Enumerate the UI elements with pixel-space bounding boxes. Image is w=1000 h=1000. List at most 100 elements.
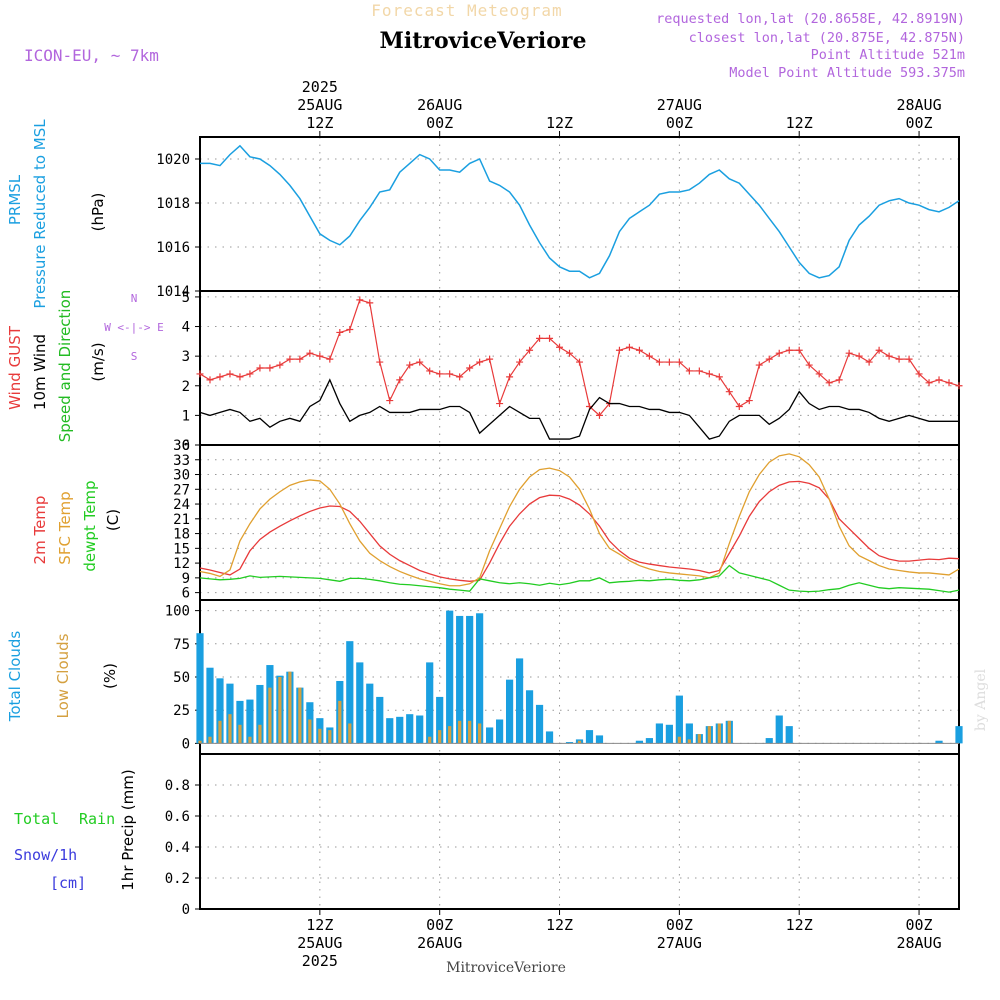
low-cloud-bar <box>727 720 731 744</box>
bottom-time-label: 28AUG <box>896 934 941 952</box>
bottom-time-label: 25AUG <box>297 934 342 952</box>
y-tick-label: 12 <box>173 556 190 572</box>
low-cloud-bar <box>428 736 432 744</box>
gust-marker <box>506 373 514 381</box>
top-time-label: 26AUG <box>417 96 462 114</box>
point-altitude: Point Altitude 521m <box>811 47 965 63</box>
gust-marker <box>466 364 474 372</box>
compass-north: N <box>131 292 138 305</box>
bottom-time-label: 00Z <box>666 916 693 934</box>
gust-marker <box>935 376 943 384</box>
total-cloud-bar <box>645 738 654 744</box>
total-cloud-bar <box>356 662 364 744</box>
y-tick-label: 4 <box>182 320 190 336</box>
y-tick-label: 18 <box>173 527 190 543</box>
gust-marker <box>745 397 753 405</box>
y-tick-label: 5 <box>182 290 190 306</box>
total-cloud-bar <box>765 738 773 744</box>
bottom-time-label: 26AUG <box>417 934 462 952</box>
gust-marker <box>316 352 324 360</box>
total-cloud-bar <box>376 696 384 744</box>
total-cloud-bar <box>246 699 254 744</box>
total-clouds-label: Total Clouds <box>6 631 24 723</box>
total-cloud-bar <box>446 610 454 744</box>
gust-marker <box>376 358 384 366</box>
gust-marker <box>925 379 933 387</box>
rain-label: Rain <box>79 810 115 828</box>
bottom-time-label: 00Z <box>906 916 933 934</box>
gust-marker <box>486 355 494 363</box>
gust-marker <box>755 361 763 369</box>
low-cloud-bar <box>238 724 242 744</box>
snow-label: Snow/1h <box>14 846 77 864</box>
compass-west-east: W <-|-> E <box>104 321 164 334</box>
pressure-unit-label: (hPa) <box>89 193 107 232</box>
gust-marker <box>855 352 863 360</box>
low-cloud-bar <box>677 736 681 744</box>
y-tick-label: 36 <box>173 438 190 454</box>
total-cloud-bar <box>496 719 504 744</box>
top-time-label: 00Z <box>426 114 453 132</box>
low-cloud-bar <box>448 726 452 744</box>
gust-marker <box>705 370 713 378</box>
y-tick-label: 75 <box>173 637 190 653</box>
gust-marker <box>306 349 314 357</box>
gust-marker <box>865 358 873 366</box>
dewpt-temp-line <box>199 564 960 593</box>
gust-marker <box>715 373 723 381</box>
total-cloud-bar <box>406 714 414 744</box>
y-tick-label: 1020 <box>156 152 190 168</box>
y-tick-label: 1 <box>182 408 190 424</box>
gust-marker <box>206 376 214 384</box>
wind-gust-label: Wind GUST <box>6 325 24 410</box>
low-cloud-bar <box>278 677 282 744</box>
y-tick-label: 0 <box>182 902 190 918</box>
watermark: by Angel <box>973 668 989 731</box>
y-tick-label: 33 <box>173 453 190 469</box>
y-tick-label: 24 <box>173 497 190 513</box>
top-time-label: 2025 <box>302 78 338 96</box>
y-tick-label: 0.8 <box>165 778 190 794</box>
total-cloud-bar <box>595 735 604 744</box>
footer-location: MitroviceVeriore <box>446 960 566 976</box>
gust-marker <box>336 328 344 336</box>
total-cloud-bar <box>505 679 514 744</box>
gust-marker <box>536 334 544 342</box>
gust-marker <box>266 364 274 372</box>
gust-marker <box>625 343 633 351</box>
gust-marker <box>905 355 913 363</box>
gust-line <box>199 299 960 417</box>
model-altitude: Model Point Altitude 593.375m <box>729 65 965 81</box>
gust-marker <box>516 358 524 366</box>
low-cloud-bar <box>298 687 302 744</box>
gust-marker <box>655 358 663 366</box>
top-time-label: 12Z <box>546 114 573 132</box>
gust-marker <box>875 346 883 354</box>
gust-marker <box>476 358 484 366</box>
gust-marker <box>196 370 204 378</box>
top-time-label: 12Z <box>306 114 333 132</box>
temp-2m-label: 2m Temp <box>31 496 49 565</box>
gust-marker <box>426 367 434 375</box>
dewpt-temp-label: dewpt Temp <box>81 480 99 571</box>
bottom-time-label: 12Z <box>546 916 573 934</box>
location-title: MitroviceVeriore <box>380 28 587 54</box>
low-cloud-bar <box>258 724 262 744</box>
low-cloud-bar <box>308 719 312 744</box>
gust-marker <box>805 361 813 369</box>
bottom-time-label: 2025 <box>302 952 338 970</box>
bottom-time-label: 12Z <box>306 916 333 934</box>
gust-marker <box>915 370 923 378</box>
total-cloud-bar <box>256 684 264 744</box>
gust-marker <box>735 403 743 410</box>
total-cloud-bar <box>785 726 793 744</box>
gust-marker <box>845 349 853 357</box>
gust-marker <box>286 355 294 363</box>
low-cloud-bar <box>208 736 212 744</box>
gust-marker <box>396 376 404 384</box>
gust-marker <box>276 361 284 369</box>
y-tick-label: 50 <box>173 670 190 686</box>
gust-marker <box>526 346 534 354</box>
gust-marker <box>945 379 953 387</box>
